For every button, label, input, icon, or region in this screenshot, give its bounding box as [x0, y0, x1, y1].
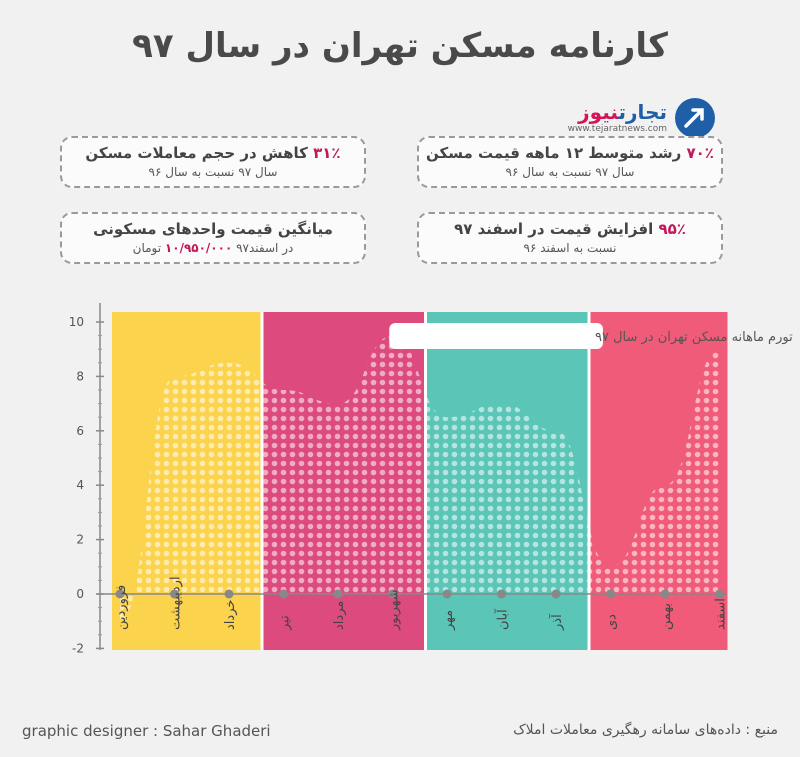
- x-tick-label: فروردین: [114, 585, 129, 630]
- source-note: منبع : داده‌های سامانه رهگیری معاملات ام…: [513, 722, 778, 738]
- y-tick-label: -2: [72, 641, 84, 655]
- month-marker: [388, 589, 397, 599]
- y-tick-label: 4: [76, 478, 84, 492]
- x-tick-label: خرداد: [223, 600, 238, 630]
- month-marker: [715, 589, 724, 599]
- x-tick-label: دی: [605, 614, 620, 630]
- x-tick-label: بهمن: [659, 603, 674, 630]
- y-tick-label: 2: [76, 533, 84, 547]
- logo-url: www.tejaratnews.com: [567, 124, 667, 134]
- x-tick-label: اسفند: [714, 598, 729, 630]
- month-marker: [279, 589, 288, 599]
- season-separator: [587, 312, 591, 650]
- stat-box-esfand-increase: ۹۵٪ افزایش قیمت در اسفند ۹۷ نسبت به اسفن…: [417, 212, 723, 264]
- logo-name-part2: نیوز: [578, 100, 619, 124]
- page-title: کارنامه مسکن تهران در سال ۹۷: [132, 26, 668, 66]
- stat-text: رشد متوسط ۱۲ ماهه قیمت مسکن: [426, 144, 682, 162]
- stat-text: افزایش قیمت در اسفند ۹۷: [454, 220, 654, 238]
- x-tick-label: مرداد: [332, 601, 347, 630]
- month-marker: [606, 589, 615, 599]
- x-tick-label: شهریور: [387, 589, 402, 631]
- logo-name: تجارتنیوز: [578, 100, 667, 124]
- y-tick-label: 6: [76, 424, 84, 438]
- month-marker: [551, 589, 561, 599]
- stat-sub: نسبت به اسفند ۹۶: [523, 241, 617, 255]
- designer-credit: graphic designer : Sahar Ghaderi: [22, 722, 271, 740]
- y-tick-label: 8: [76, 369, 84, 383]
- stat-box-average-price: میانگین قیمت واحدهای مسکونی در اسفند۹۷ ۱…: [60, 212, 366, 264]
- stat-sub-prefix: در اسفند۹۷: [236, 241, 294, 255]
- stat-text: کاهش در حجم معاملات مسکن: [85, 144, 308, 162]
- x-tick-label: تیر: [278, 615, 293, 631]
- stat-box-price-growth: ۷۰٪ رشد متوسط ۱۲ ماهه قیمت مسکن سال ۹۷ ن…: [417, 136, 723, 188]
- x-tick-label: مهر: [441, 610, 456, 631]
- x-tick-label: آبان: [494, 608, 511, 630]
- tejaratnews-logo: تجارتنیوز www.tejaratnews.com: [555, 98, 715, 138]
- month-marker: [660, 589, 670, 599]
- y-tick-label: 10: [69, 315, 84, 329]
- stat-sub: سال ۹۷ نسبت به سال ۹۶: [148, 165, 278, 179]
- month-marker: [115, 589, 125, 599]
- stat-sub: سال ۹۷ نسبت به سال ۹۶: [505, 165, 635, 179]
- month-marker: [497, 589, 506, 599]
- chart-title-background: [389, 323, 603, 349]
- month-marker: [224, 589, 234, 599]
- month-marker: [170, 589, 179, 599]
- stat-sub-suffix: تومان: [132, 241, 162, 255]
- stat-value: ۳۱٪: [313, 144, 341, 162]
- stat-box-volume-drop: ۳۱٪ کاهش در حجم معاملات مسکن سال ۹۷ نسبت…: [60, 136, 366, 188]
- inflation-area: [120, 335, 720, 622]
- x-tick-label: آذر: [548, 613, 565, 631]
- stat-value: ۹۵٪: [658, 220, 686, 238]
- stat-value: ۷۰٪: [686, 144, 714, 162]
- stat-text: میانگین قیمت واحدهای مسکونی: [93, 220, 333, 238]
- x-tick-label: اردیبهشت: [169, 576, 184, 630]
- y-tick-label: 0: [76, 587, 84, 601]
- month-marker: [333, 589, 343, 599]
- logo-arrow-icon: [675, 98, 715, 138]
- stat-sub-value: ۱۰/۹۵۰/۰۰۰: [164, 241, 233, 255]
- month-marker: [442, 589, 452, 599]
- chart-title: تورم ماهانه مسکن تهران در سال ۹۷: [595, 330, 793, 345]
- logo-name-part1: تجارت: [618, 100, 667, 124]
